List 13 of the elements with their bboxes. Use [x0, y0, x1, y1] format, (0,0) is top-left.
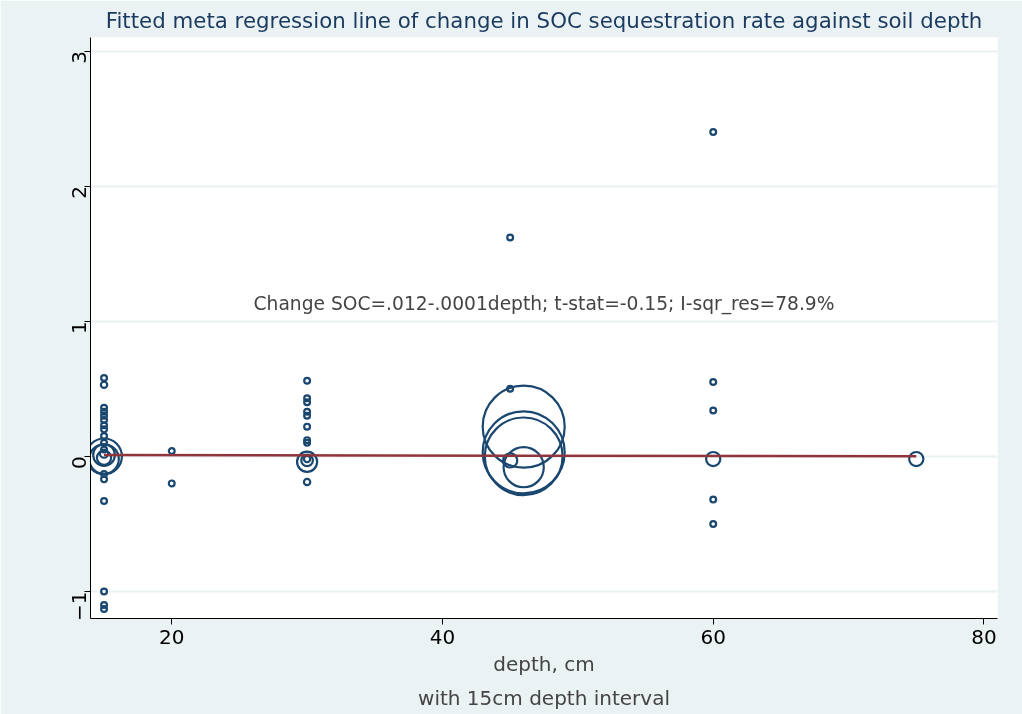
y-tick-label: 3 — [67, 51, 92, 64]
y-tick-label: 1 — [67, 321, 92, 334]
y-tick-label: 0 — [67, 456, 92, 470]
annotation: Change SOC=.012-.0001depth; t-stat=-0.15; I-sqr_res=78.9% — [253, 293, 835, 316]
x-tick-label: 60 — [700, 624, 726, 649]
chart-title: Fitted meta regression line of change in SOC sequestration rate against soil depth — [105, 7, 983, 33]
x-tick-label: 80 — [971, 624, 997, 649]
y-tick-label: 2 — [67, 186, 92, 199]
x-tick-label: 40 — [429, 624, 456, 649]
x-axis-title: depth, cm — [493, 651, 595, 676]
y-tick-label: −1 — [67, 591, 92, 621]
text: with 15cm depth interval — [418, 685, 670, 710]
x-tick-label: 20 — [159, 624, 185, 649]
